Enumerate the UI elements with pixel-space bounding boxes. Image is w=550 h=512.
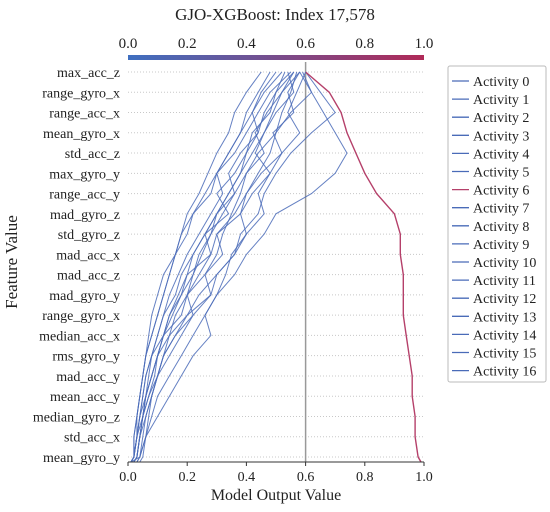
feature-label: std_acc_x: [64, 431, 120, 446]
legend-box: [447, 65, 547, 383]
bottom-tick-label: 0.6: [297, 470, 315, 485]
series-line: [139, 71, 348, 463]
legend-label: Activity 4: [473, 147, 529, 162]
legend: Activity 0 Activity 1 Activity 2 Activity 3…: [447, 65, 547, 383]
feature-label: range_gyro_x: [42, 309, 120, 324]
legend-label: Activity 3: [473, 129, 529, 144]
feature-label: mad_acc_x: [56, 248, 120, 263]
feature-label: mad_acc_z: [57, 269, 120, 284]
y-axis-label: Feature Value: [2, 215, 21, 309]
series-line: [133, 71, 295, 463]
legend-label: Activity 11: [473, 274, 536, 289]
series-line: [136, 71, 307, 463]
legend-label: Activity 5: [473, 166, 529, 181]
top-tick-label: 1.0: [415, 36, 434, 52]
top-tick-label: 0.0: [119, 36, 138, 52]
series-line: [136, 71, 286, 463]
legend-label: Activity 9: [473, 238, 529, 253]
top-tick-label: 0.8: [355, 36, 374, 52]
feature-label: median_gyro_z: [33, 410, 120, 425]
legend-label: Activity 7: [473, 202, 529, 217]
feature-label: max_gyro_y: [49, 167, 120, 182]
feature-label: std_gyro_z: [58, 228, 120, 243]
feature-label: mad_acc_y: [56, 370, 120, 385]
legend-label: Activity 12: [473, 292, 536, 307]
legend-label: Activity 8: [473, 220, 529, 235]
series-lines: [130, 71, 422, 463]
series-line: [133, 71, 295, 463]
bottom-tick-label: 1.0: [415, 470, 433, 485]
legend-label: Activity 16: [473, 365, 536, 380]
series-line: [305, 71, 422, 463]
bottom-tick-label: 0.2: [178, 470, 196, 485]
series-line: [130, 71, 262, 463]
bottom-tick-label: 0.0: [119, 470, 137, 485]
colorbar: [128, 55, 424, 60]
bottom-tick-label: 0.8: [356, 470, 374, 485]
legend-label: Activity 6: [473, 184, 529, 199]
feature-label: mean_gyro_y: [43, 451, 120, 466]
legend-label: Activity 1: [473, 93, 529, 108]
legend-label: Activity 13: [473, 310, 536, 325]
feature-label: range_acc_y: [49, 188, 120, 203]
top-tick-label: 0.2: [178, 36, 197, 52]
legend-label: Activity 10: [473, 256, 536, 271]
feature-label: mean_gyro_x: [43, 127, 120, 142]
top-tick-label: 0.6: [296, 36, 315, 52]
series-line: [133, 71, 301, 463]
legend-label: Activity 2: [473, 111, 529, 126]
bottom-axis-ticks: 0.0 0.2 0.4 0.6 0.8 1.0: [119, 462, 433, 485]
series-line: [130, 71, 301, 463]
bottom-tick-label: 0.4: [238, 470, 256, 485]
feature-label: range_gyro_x: [42, 86, 120, 101]
feature-label: mad_gyro_z: [50, 208, 120, 223]
legend-label: Activity 15: [473, 347, 536, 362]
feature-label: range_acc_x: [49, 107, 120, 122]
feature-label: mad_gyro_y: [49, 289, 120, 304]
feature-label: mean_acc_y: [50, 390, 120, 405]
feature-label: median_acc_x: [39, 329, 120, 344]
legend-label: Activity 14: [473, 328, 536, 343]
series-line: [130, 71, 298, 463]
chart-title: GJO-XGBoost: Index 17,578: [175, 5, 375, 24]
series-line: [130, 71, 313, 463]
series-line: [130, 71, 277, 463]
feature-labels: max_acc_z range_gyro_x range_acc_x mean_gyr…: [33, 66, 120, 466]
legend-label: Activity 0: [473, 75, 529, 90]
top-tick-label: 0.4: [237, 36, 256, 52]
x-axis-label: Model Output Value: [211, 487, 341, 504]
top-axis-ticks: 0.0 0.2 0.4 0.6 0.8 1.0: [119, 36, 434, 52]
feature-label: std_acc_z: [65, 147, 120, 162]
feature-label: rms_gyro_y: [52, 350, 120, 365]
feature-label: max_acc_z: [57, 66, 120, 81]
series-line: [133, 71, 271, 463]
